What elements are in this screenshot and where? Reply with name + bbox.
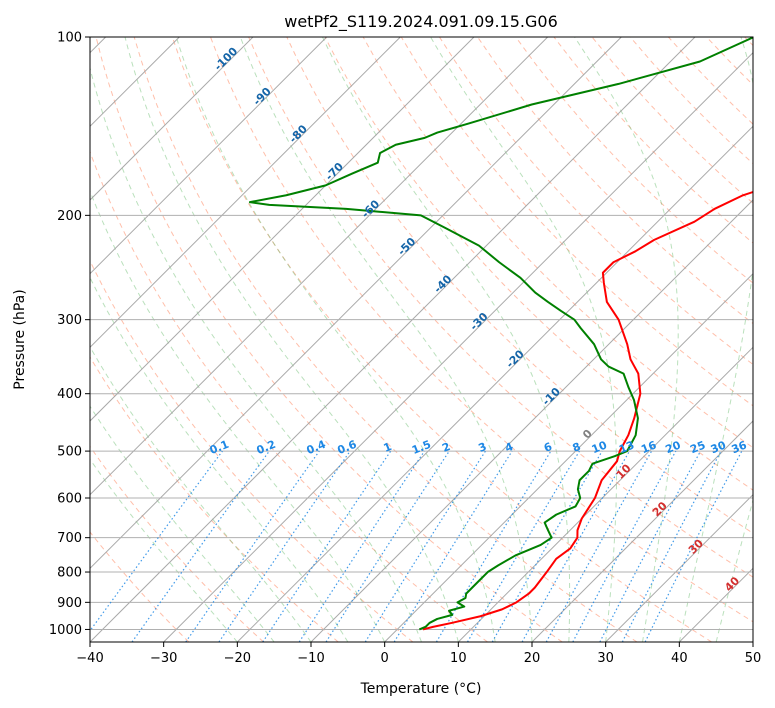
isotherm-line [605, 493, 753, 642]
isotherm-line [236, 125, 753, 642]
isotherm-line [457, 346, 753, 642]
moist-adiabat-line [90, 405, 275, 642]
mixing-ratio-lines [90, 450, 743, 642]
y-tick-label: 900 [57, 596, 82, 611]
moist-adiabat-line [239, 37, 533, 642]
x-axis-title: Temperature (°C) [360, 681, 482, 697]
isotherm-line [90, 37, 622, 570]
mixing-ratio-label: 8 [571, 440, 583, 455]
y-tick-label: 1000 [49, 623, 82, 638]
x-tick-label: −20 [224, 651, 251, 666]
isotherm-line [90, 37, 328, 275]
y-tick-label: 200 [57, 209, 82, 224]
profile-series [248, 37, 753, 631]
y-tick-label: 100 [57, 31, 82, 46]
mixing-ratio-line [298, 450, 425, 642]
chart-title: wetPf2_S119.2024.091.09.15.G06 [284, 12, 558, 32]
x-tick-label: 20 [524, 651, 541, 666]
x-tick-label: 30 [597, 651, 614, 666]
y-axis-ticks: 100 200 300 400 500 600 700 800 900 1000 [49, 31, 90, 638]
y-tick-label: 400 [57, 387, 82, 402]
mixing-ratio-line [325, 450, 450, 642]
isotherm-line [384, 272, 753, 642]
isotherm-line [90, 37, 401, 349]
mixing-ratio-line [644, 450, 743, 642]
moist-adiabat-line [90, 458, 238, 642]
mixing-ratio-line [90, 450, 223, 632]
mixing-ratio-label: 20 [664, 438, 683, 456]
mixing-ratio-line [218, 450, 351, 642]
dry-adiabat-line [90, 150, 488, 642]
moist-adiabat-line [90, 66, 422, 642]
x-tick-label: 0 [381, 651, 389, 666]
plot-area: -100-90-80-70-60-50-40-30-20-10010203040… [90, 37, 753, 642]
y-tick-label: 600 [57, 492, 82, 507]
mixing-ratio-label: 13 [617, 439, 636, 457]
mixing-ratio-line [131, 450, 270, 642]
dry-adiabat-line [400, 37, 753, 407]
moist-adiabat-line [574, 37, 679, 642]
moist-adiabat-line [90, 345, 312, 642]
x-axis-ticks: −40 −30 −20 −10 0 10 20 30 40 50 [76, 642, 761, 666]
mixing-ratio-line [572, 450, 677, 642]
isotherm-line [90, 37, 549, 496]
y-tick-label: 700 [57, 531, 82, 546]
mixing-ratio-label: 3 [476, 440, 488, 455]
moist-adiabat-line [430, 37, 618, 642]
dry-adiabat-line [248, 37, 753, 578]
mixing-ratio-label: 16 [639, 438, 658, 456]
isotherm-line [90, 37, 696, 642]
dry-adiabat-line [171, 37, 712, 642]
dry-adiabat-line [515, 37, 753, 284]
x-tick-label: −40 [76, 651, 103, 666]
dry-adiabat-line [95, 37, 563, 642]
x-tick-label: −10 [297, 651, 324, 666]
isotherm-line [90, 37, 254, 201]
moist-adiabat-line [175, 37, 496, 642]
dry-adiabat-line [439, 37, 753, 366]
dry-adiabat-line [90, 356, 339, 642]
y-tick-label: 500 [57, 445, 82, 460]
mixing-ratio-line [185, 450, 320, 642]
x-tick-label: 50 [745, 651, 762, 666]
moist-adiabats [90, 37, 753, 642]
skewed-isotherms [90, 37, 753, 642]
dewpoint-line [248, 37, 753, 631]
mixing-ratio-line [545, 450, 653, 642]
y-tick-label: 300 [57, 313, 82, 328]
isotherm-line [90, 37, 475, 422]
mixing-ratio-line [393, 450, 513, 642]
mixing-ratio-label: 36 [730, 438, 749, 456]
moist-adiabat-line [90, 276, 349, 642]
dry-adiabat-line [210, 37, 753, 623]
isotherm-line [310, 199, 753, 642]
mixing-ratio-label: 30 [709, 438, 728, 456]
dry-adiabat-line [90, 445, 264, 642]
plot-frame [89, 36, 754, 643]
mixing-ratio-line [262, 450, 392, 642]
moist-adiabat-line [124, 37, 459, 642]
x-tick-label: −30 [150, 651, 177, 666]
mixing-ratio-label: 1 [382, 440, 394, 455]
moist-adiabat-line [322, 37, 571, 642]
mixing-ratio-label: 2 [440, 440, 452, 455]
x-tick-label: 10 [450, 651, 467, 666]
y-axis-title: Pressure (hPa) [12, 289, 28, 389]
mixing-ratio-label: 10 [590, 438, 609, 456]
y-tick-label: 800 [57, 566, 82, 581]
moist-adiabat-line [90, 189, 386, 642]
dry-adiabat-line [90, 531, 190, 642]
isotherm-line [163, 51, 753, 642]
isotherm-line [531, 420, 753, 642]
temperature-line [422, 190, 753, 631]
mixing-ratio-label: 25 [688, 439, 707, 457]
x-tick-label: 40 [671, 651, 688, 666]
dry-adiabat-line [133, 37, 638, 642]
mixing-ratio-line [521, 450, 631, 642]
